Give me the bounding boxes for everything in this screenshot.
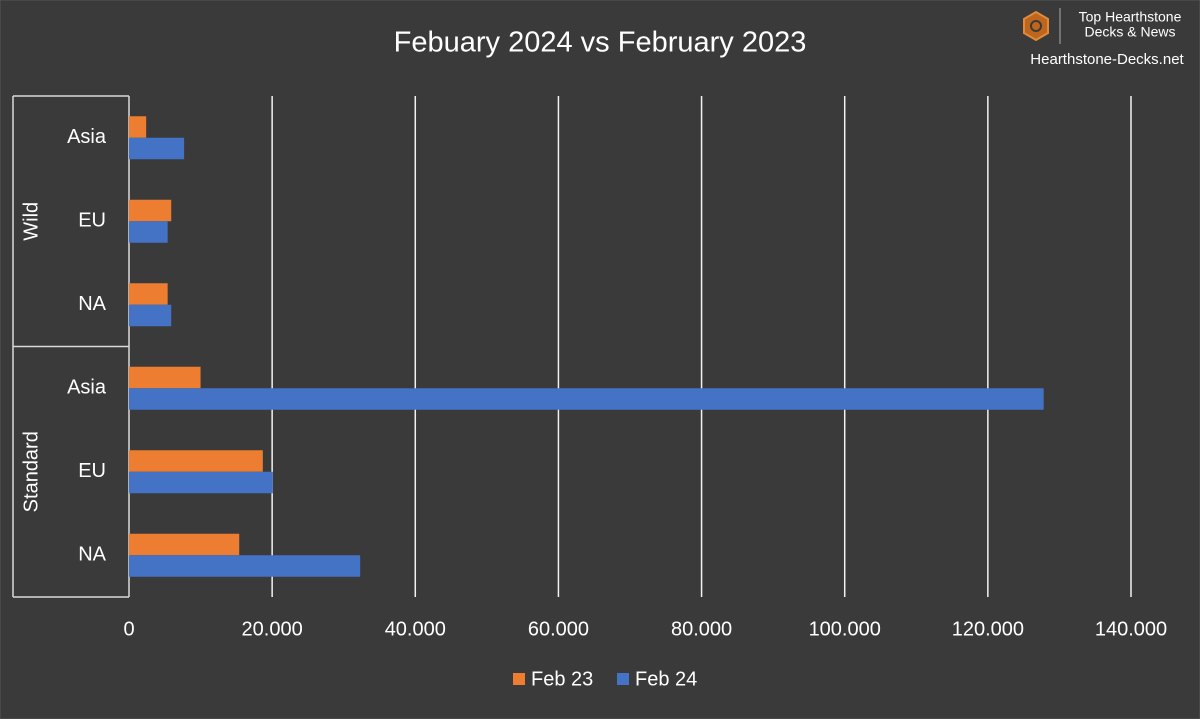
watermark: Top Hearthstone Decks & News Hearthstone… [1023,8,1185,68]
bar [129,137,185,160]
y-tick-label: EU [78,460,106,482]
y-tick-label: Asia [67,377,107,399]
x-tick-label: 60.000 [528,618,589,640]
bar [129,304,172,327]
watermark-site: Hearthstone-Decks.net [1030,51,1184,68]
bar [129,388,1044,410]
y-tick-label: NA [78,293,106,315]
x-tick-label: 80.000 [671,618,732,640]
x-tick-label: 40.000 [385,618,446,640]
legend-label: Feb 23 [531,668,593,690]
group-label: Wild [20,202,42,241]
bar [129,283,168,305]
logo [1023,10,1049,42]
x-tick-label: 140.000 [1095,618,1167,640]
group-label: Standard [20,431,42,512]
bar [129,221,168,243]
bar [129,533,240,556]
logo-swirl [1030,20,1042,32]
legend: Feb 23 Feb 24 [513,668,697,690]
x-tick-label: 0 [123,618,134,640]
legend-swatch [513,673,525,685]
y-tick-label: Asia [67,126,107,148]
legend-label: Feb 24 [635,668,697,690]
bar [129,450,263,472]
bar [129,555,361,577]
x-tick-label: 100.000 [809,618,881,640]
bar [129,471,273,494]
watermark-line1: Top Hearthstone [1079,9,1182,25]
watermark-line2: Decks & News [1084,24,1175,40]
bar [129,366,201,389]
legend-swatch [617,673,629,685]
y-tick-label: NA [78,544,106,566]
bar [129,116,147,138]
chart-title: Febuary 2024 vs February 2023 [394,27,807,59]
x-tick-label: 120.000 [952,618,1024,640]
bar [129,199,172,222]
x-tick-label: 20.000 [242,618,303,640]
y-tick-label: EU [78,210,106,232]
